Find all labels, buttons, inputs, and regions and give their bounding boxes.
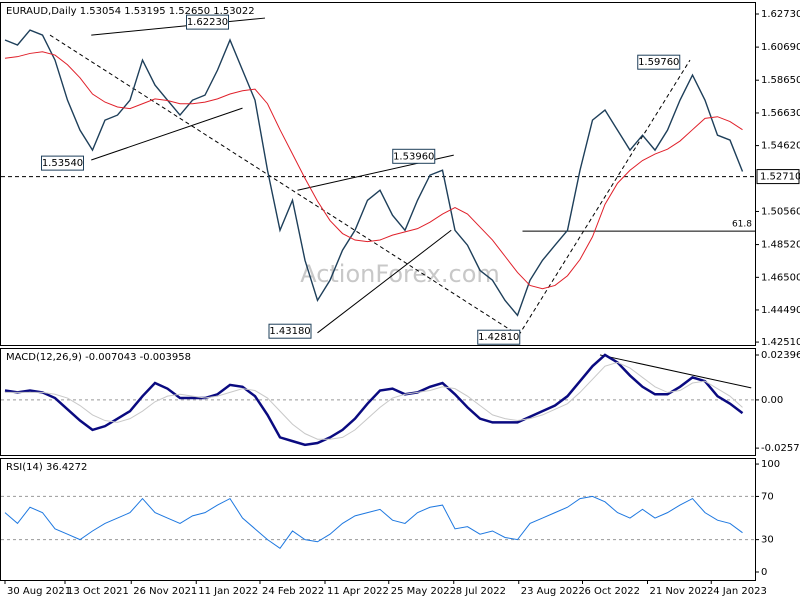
y-tick-label: 1.46500 xyxy=(761,272,800,283)
trend-line xyxy=(49,34,520,336)
y-tick-label: 70 xyxy=(761,491,774,502)
x-tick-label: 11 Apr 2022 xyxy=(327,586,389,597)
series-line xyxy=(5,361,743,440)
annotation-label: 1.53540 xyxy=(42,158,83,169)
annotation-box xyxy=(186,14,229,30)
trend-line xyxy=(599,354,752,389)
y-tick-label: 0 xyxy=(761,567,767,578)
x-tick-label: 13 Oct 2021 xyxy=(67,586,129,597)
y-tick-label: 1.58650 xyxy=(761,75,800,86)
trend-line xyxy=(91,17,266,36)
series-line xyxy=(4,29,744,317)
annotation-box xyxy=(268,323,312,339)
annotation-label: 1.42810 xyxy=(478,332,519,343)
rsi-frame xyxy=(0,458,756,581)
series-line xyxy=(4,51,743,290)
watermark: ActionForex.com xyxy=(300,260,500,288)
trend-line xyxy=(317,229,452,334)
y-tick-label: 1.54620 xyxy=(761,141,800,152)
trend-line xyxy=(91,107,243,161)
annotation-box xyxy=(477,329,521,345)
macd-frame xyxy=(0,348,756,456)
current-price-label: 1.52710 xyxy=(760,172,800,183)
trend-line xyxy=(518,59,691,336)
x-tick-label: 26 Nov 2021 xyxy=(133,586,197,597)
annotation-box xyxy=(637,54,681,70)
y-tick-label: 30 xyxy=(761,535,774,546)
price-frame xyxy=(0,2,756,346)
x-tick-label: 4 Jan 2023 xyxy=(713,586,767,597)
y-tick-label: 1.62730 xyxy=(761,9,800,20)
y-tick-label: 1.56630 xyxy=(761,108,800,119)
x-tick-label: 6 Oct 2022 xyxy=(585,586,640,597)
series-line xyxy=(4,353,744,447)
x-tick-label: 25 May 2022 xyxy=(391,586,456,597)
y-tick-label: 1.44490 xyxy=(761,305,800,316)
annotation-box xyxy=(41,155,84,171)
panel-title: EURAUD,Daily 1.53054 1.53195 1.52650 1.5… xyxy=(6,6,255,17)
x-tick-label: 23 Aug 2022 xyxy=(521,586,585,597)
annotation-label: 1.59760 xyxy=(638,57,679,68)
annotation-label: 1.43180 xyxy=(269,326,310,337)
x-tick-label: 21 Nov 2022 xyxy=(650,586,714,597)
annotation-label: 1.53960 xyxy=(393,151,434,162)
y-tick-label: 1.42510 xyxy=(761,337,800,348)
y-tick-label: 0.00 xyxy=(761,395,783,406)
y-tick-label: -0.025726 xyxy=(761,443,800,454)
panel-title: MACD(12,26,9) -0.007043 -0.003958 xyxy=(6,352,191,363)
y-tick-label: 0.023963 xyxy=(761,350,800,361)
panel-title: RSI(14) 36.4272 xyxy=(6,462,87,473)
x-tick-label: 11 Jan 2022 xyxy=(198,586,258,597)
y-tick-label: 100 xyxy=(761,459,780,470)
fib-label: 61.8 xyxy=(732,220,752,230)
y-tick-label: 1.50560 xyxy=(761,206,800,217)
series-line xyxy=(4,495,743,549)
x-tick-label: 8 Jul 2022 xyxy=(456,586,506,597)
x-tick-label: 24 Feb 2022 xyxy=(262,586,324,597)
x-tick-label: 30 Aug 2021 xyxy=(7,586,71,597)
y-tick-label: 1.60690 xyxy=(761,42,800,53)
current-price-box xyxy=(756,169,800,185)
annotation-label: 1.62230 xyxy=(187,17,228,28)
y-tick-label: 1.48520 xyxy=(761,240,800,251)
annotation-box xyxy=(392,148,436,164)
